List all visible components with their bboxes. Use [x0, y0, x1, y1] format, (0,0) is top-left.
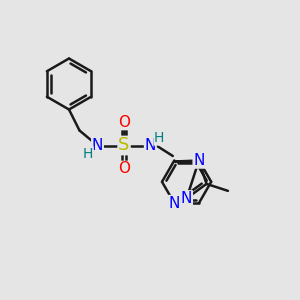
Text: S: S — [118, 136, 130, 154]
Text: N: N — [169, 196, 180, 211]
Text: N: N — [181, 191, 192, 206]
Text: N: N — [193, 153, 205, 168]
Text: O: O — [118, 115, 130, 130]
Text: N: N — [145, 138, 156, 153]
Text: O: O — [118, 161, 130, 176]
Text: H: H — [154, 131, 164, 145]
Text: H: H — [83, 147, 93, 161]
Text: N: N — [92, 138, 103, 153]
